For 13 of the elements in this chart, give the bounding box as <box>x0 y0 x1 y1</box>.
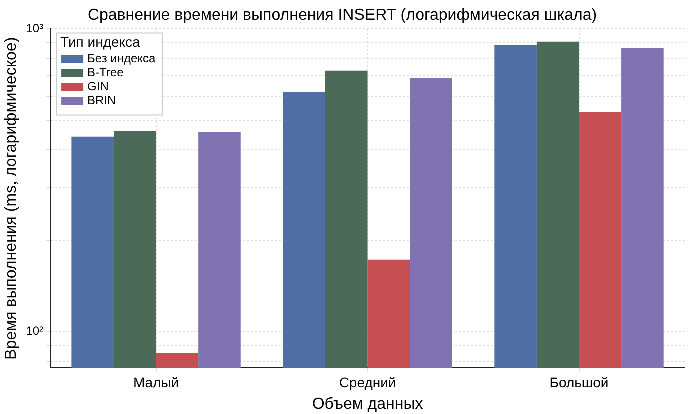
legend-label: GIN <box>88 80 109 94</box>
y-tick-label: 10³ <box>26 22 44 36</box>
legend-label: BRIN <box>88 94 116 108</box>
x-axis-title: Объем данных <box>312 396 424 413</box>
x-tick-label: Большой <box>550 374 609 390</box>
y-tick-label: 10² <box>26 324 44 338</box>
legend-label: B-Tree <box>88 66 124 80</box>
y-axis-title: Время выполнения (ms, логарифмическое) <box>3 37 20 360</box>
chart-title: Сравнение времени выполнения INSERT (логарифмическая шкала) <box>88 7 598 24</box>
x-tick-label: Средний <box>339 374 396 390</box>
legend-label: Без индекса <box>88 52 156 66</box>
legend-title: Тип индекса <box>60 34 141 50</box>
x-tick-label: Малый <box>133 374 180 390</box>
